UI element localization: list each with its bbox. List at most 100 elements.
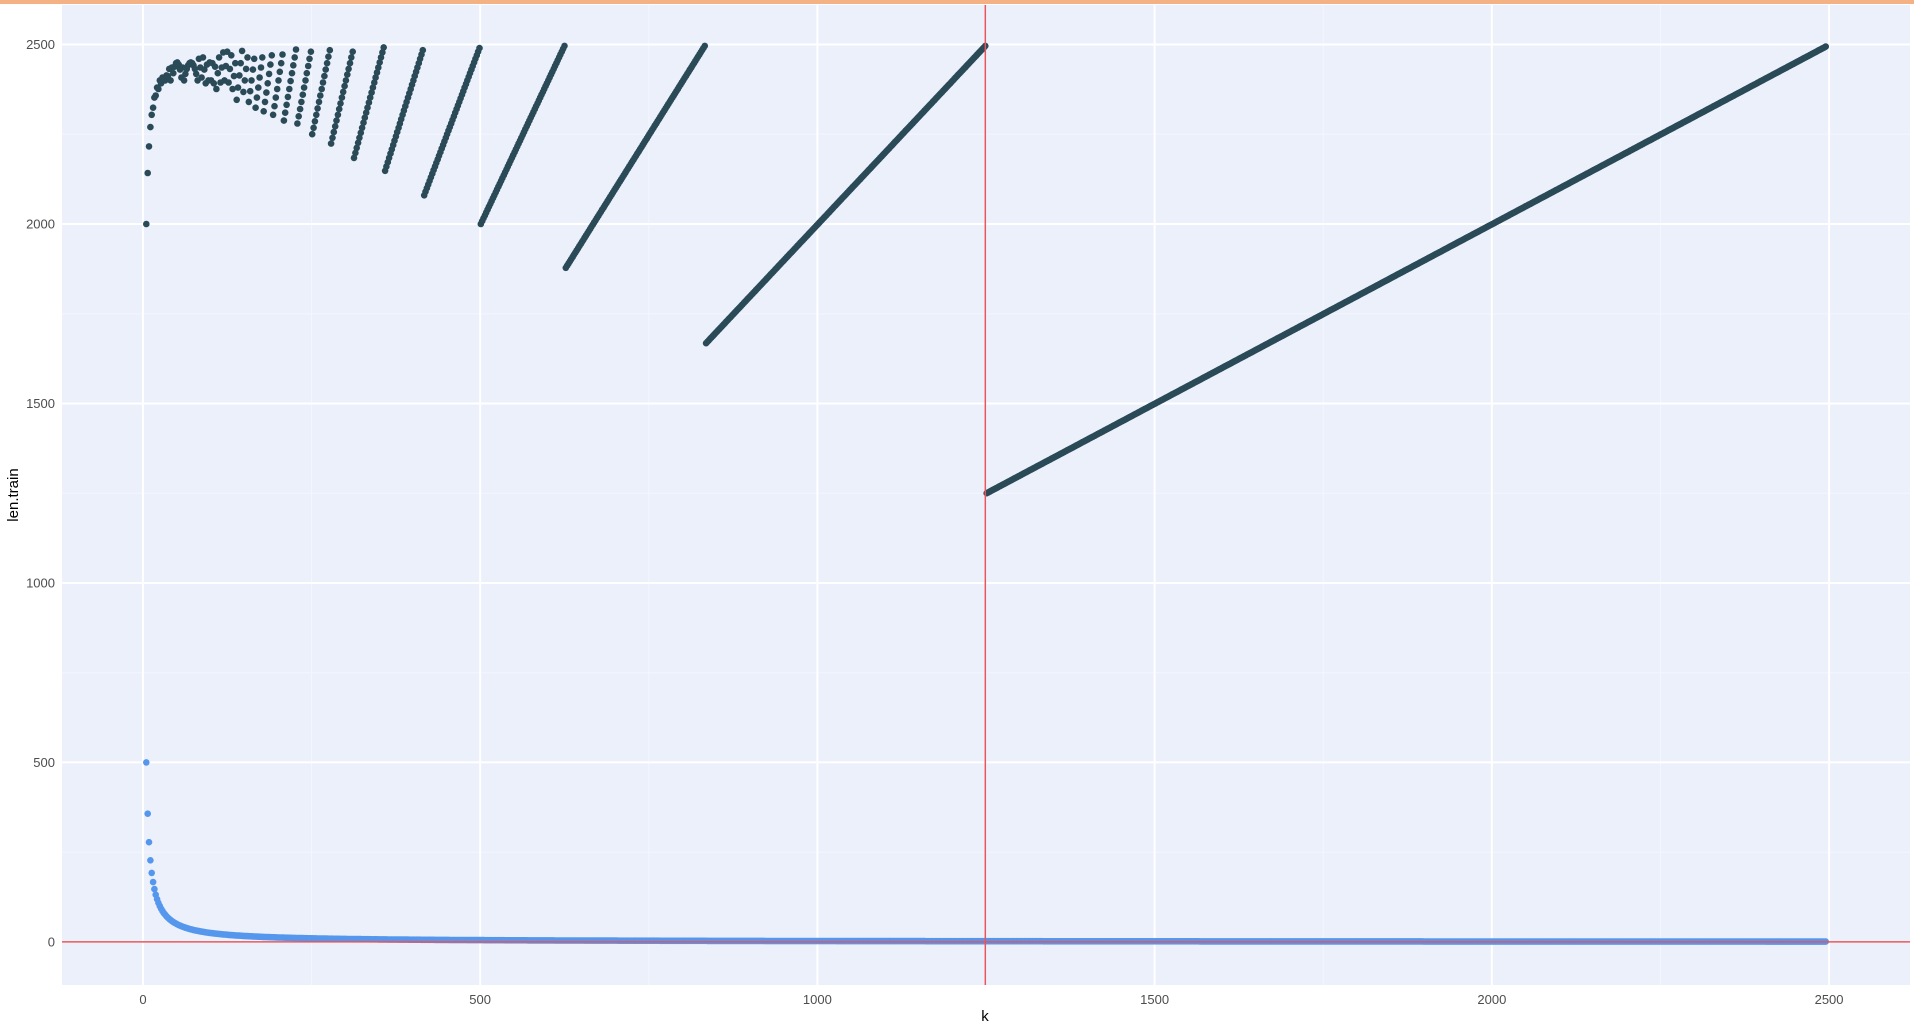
y-tick-label: 2500 — [26, 37, 55, 52]
upper-point — [308, 130, 316, 138]
y-tick-label: 1000 — [26, 575, 55, 590]
x-tick-label: 2500 — [1815, 992, 1844, 1007]
upper-point — [1822, 43, 1829, 50]
upper-point — [295, 113, 303, 120]
upper-point — [264, 80, 272, 87]
upper-point — [241, 77, 249, 84]
upper-point — [354, 139, 362, 147]
upper-point — [237, 59, 244, 67]
upper-point — [248, 77, 255, 84]
upper-point — [561, 42, 568, 50]
upper-point — [349, 48, 357, 55]
upper-point — [330, 128, 338, 136]
x-tick-label: 0 — [139, 992, 146, 1007]
upper-point — [214, 69, 222, 77]
upper-point — [276, 68, 284, 76]
upper-point — [299, 91, 307, 98]
upper-point — [327, 140, 335, 147]
x-axis-tick-labels: 0 500 1000 1500 2000 2500 — [139, 992, 1843, 1007]
upper-point — [284, 93, 292, 101]
upper-point — [253, 94, 261, 101]
upper-point — [333, 117, 340, 124]
lower-point — [151, 885, 158, 893]
upper-point — [277, 59, 285, 67]
upper-point — [191, 65, 199, 73]
upper-point — [145, 143, 153, 150]
upper-point — [215, 54, 223, 61]
upper-point — [257, 64, 265, 71]
upper-point — [338, 94, 346, 101]
upper-point — [198, 74, 205, 81]
upper-point — [369, 84, 377, 91]
upper-point — [376, 59, 384, 66]
upper-point — [283, 101, 290, 109]
upper-point — [317, 92, 324, 99]
upper-point — [313, 111, 320, 119]
upper-point — [182, 70, 189, 78]
upper-point — [279, 51, 286, 58]
upper-point — [147, 123, 154, 131]
upper-point — [273, 85, 281, 93]
upper-point — [180, 77, 188, 84]
upper-point — [319, 79, 327, 86]
upper-point — [357, 129, 365, 137]
upper-point — [213, 85, 220, 93]
y-tick-label: 2000 — [26, 216, 55, 231]
upper-point — [245, 98, 253, 106]
upper-point — [335, 105, 343, 113]
upper-point — [358, 124, 366, 132]
upper-point — [300, 84, 308, 91]
lower-point — [145, 838, 153, 846]
upper-point — [296, 105, 304, 113]
lower-point — [149, 878, 157, 886]
upper-point — [256, 74, 263, 81]
upper-point — [318, 85, 326, 93]
upper-point — [366, 94, 374, 101]
upper-point — [310, 124, 317, 132]
upper-point — [292, 46, 300, 53]
upper-point — [322, 66, 330, 73]
upper-point — [352, 149, 359, 157]
upper-point — [379, 49, 386, 56]
upper-point — [323, 59, 331, 67]
upper-point — [249, 66, 257, 73]
upper-point — [701, 42, 709, 50]
upper-point — [345, 65, 352, 73]
x-tick-label: 1500 — [1140, 992, 1169, 1007]
upper-point — [143, 220, 150, 228]
upper-point — [346, 59, 354, 67]
upper-point — [148, 111, 155, 119]
top-border-strip — [0, 0, 1914, 4]
upper-point — [377, 54, 385, 61]
upper-point — [344, 71, 351, 78]
y-axis-title: len.train — [5, 468, 22, 521]
x-tick-label: 2000 — [1477, 992, 1506, 1007]
upper-point — [419, 46, 427, 54]
upper-point — [298, 98, 305, 106]
upper-point — [263, 89, 270, 96]
y-tick-label: 0 — [48, 934, 55, 949]
upper-point — [368, 89, 375, 96]
lower-point — [148, 869, 155, 877]
upper-point — [252, 104, 259, 111]
upper-point — [152, 92, 159, 99]
upper-point — [211, 63, 219, 70]
upper-point — [155, 85, 162, 93]
lower-point — [143, 759, 150, 766]
upper-point — [304, 62, 312, 70]
y-axis-tick-labels: 0 500 1000 1500 2000 2500 — [26, 37, 55, 949]
upper-point — [240, 88, 247, 96]
upper-point — [225, 79, 232, 86]
upper-point — [364, 104, 371, 111]
upper-point — [348, 54, 355, 61]
upper-point — [192, 70, 200, 78]
upper-point — [261, 98, 269, 106]
upper-point — [210, 80, 218, 87]
upper-point — [244, 54, 251, 61]
upper-point — [287, 77, 294, 85]
upper-point — [246, 87, 254, 95]
upper-series-points — [143, 42, 1829, 497]
upper-point — [149, 104, 157, 111]
upper-point — [361, 114, 369, 121]
upper-point — [311, 118, 319, 125]
